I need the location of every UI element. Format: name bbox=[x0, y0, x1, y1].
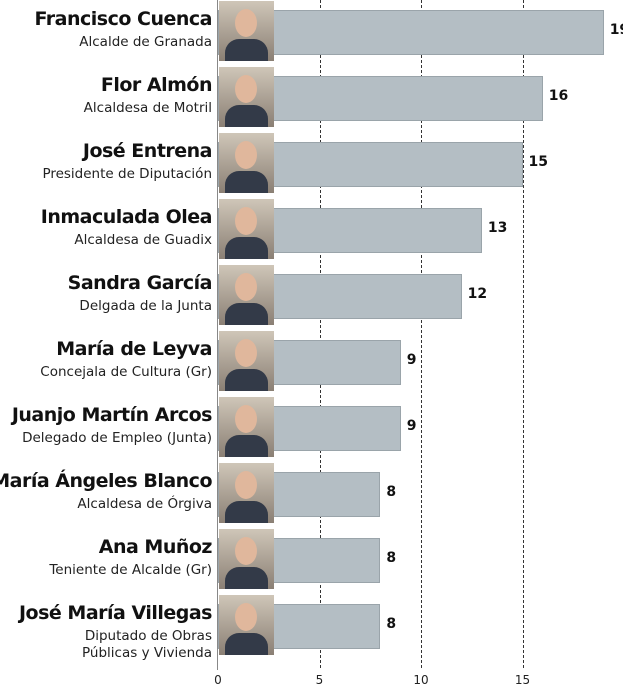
portrait-photo bbox=[219, 67, 274, 127]
x-tick-label: 0 bbox=[214, 673, 222, 687]
person-role: Alcalde de Granada bbox=[79, 34, 212, 50]
person-name: Inmaculada Olea bbox=[40, 206, 213, 228]
person-name: Francisco Cuenca bbox=[34, 8, 213, 30]
person-name: María de Leyva bbox=[56, 338, 212, 360]
data-label: 13 bbox=[487, 220, 508, 236]
person-name: María Ángeles Blanco bbox=[0, 470, 212, 492]
chart-row: Inmaculada Olea Alcaldesa de Guadix 13 bbox=[0, 198, 623, 264]
person-name: Sandra García bbox=[67, 272, 213, 294]
person-role: Diputado de Obras Públicas y Vivienda bbox=[82, 628, 212, 661]
chart-row: Francisco Cuenca Alcalde de Granada 19 bbox=[0, 0, 623, 66]
data-label: 16 bbox=[548, 88, 569, 104]
person-role: Teniente de Alcalde (Gr) bbox=[49, 562, 212, 578]
chart-row: Ana Muñoz Teniente de Alcalde (Gr) 8 bbox=[0, 528, 623, 594]
chart-row: Juanjo Martín Arcos Delegado de Empleo (J… bbox=[0, 396, 623, 462]
data-label: 12 bbox=[467, 286, 488, 302]
data-label: 9 bbox=[406, 352, 417, 368]
data-label: 19 bbox=[609, 22, 623, 38]
portrait-photo bbox=[219, 529, 274, 589]
x-tick-label: 10 bbox=[413, 673, 429, 687]
person-role: Delegado de Empleo (Junta) bbox=[22, 430, 212, 446]
person-name: Juanjo Martín Arcos bbox=[11, 404, 213, 426]
person-role: Alcaldesa de Órgiva bbox=[77, 496, 212, 512]
portrait-photo bbox=[219, 397, 274, 457]
x-tick-label: 5 bbox=[315, 673, 324, 687]
portrait-photo bbox=[219, 463, 274, 523]
person-name: Ana Muñoz bbox=[98, 536, 213, 558]
chart-row: Sandra García Delgada de la Junta 12 bbox=[0, 264, 623, 330]
bar bbox=[218, 10, 604, 55]
portrait-photo bbox=[219, 265, 274, 325]
data-label: 8 bbox=[386, 484, 397, 500]
chart-row: José María Villegas Diputado de Obras Púb… bbox=[0, 594, 623, 661]
x-tick-label: 15 bbox=[514, 673, 531, 687]
person-name: José Entrena bbox=[82, 140, 213, 162]
portrait-photo bbox=[219, 199, 274, 259]
person-role: Delgada de la Junta bbox=[79, 298, 212, 314]
portrait-photo bbox=[219, 331, 274, 391]
chart-row: María de Leyva Concejala de Cultura (Gr) 9 bbox=[0, 330, 623, 396]
gridline bbox=[522, 0, 524, 668]
data-label: 9 bbox=[406, 418, 417, 434]
chart-row: José Entrena Presidente de Diputación 15 bbox=[0, 132, 623, 198]
person-role: Concejala de Cultura (Gr) bbox=[40, 364, 212, 380]
portrait-photo bbox=[219, 595, 274, 655]
portrait-photo bbox=[219, 133, 274, 193]
person-role: Alcaldesa de Guadix bbox=[74, 232, 212, 248]
chart-row: Flor Almón Alcaldesa de Motril 16 bbox=[0, 66, 623, 132]
data-label: 15 bbox=[528, 154, 548, 170]
person-name: José María Villegas bbox=[18, 602, 213, 624]
portrait-photo bbox=[219, 1, 274, 61]
person-role: Alcaldesa de Motril bbox=[83, 100, 212, 116]
person-name: Flor Almón bbox=[100, 74, 213, 96]
person-role: Presidente de Diputación bbox=[42, 166, 212, 182]
data-label: 8 bbox=[386, 616, 397, 632]
gridline bbox=[319, 0, 321, 668]
y-axis-line bbox=[217, 0, 218, 670]
data-label: 8 bbox=[386, 550, 397, 566]
chart-row: María Ángeles Blanco Alcaldesa de Órgiva 8 bbox=[0, 462, 623, 528]
gridline bbox=[421, 0, 422, 668]
